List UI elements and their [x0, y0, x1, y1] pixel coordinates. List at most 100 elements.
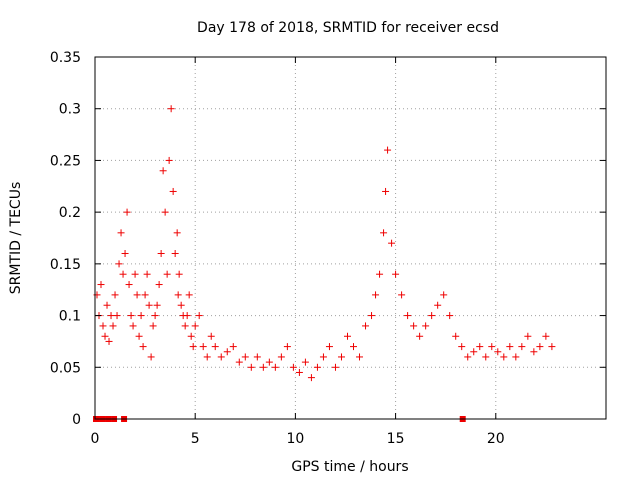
data-point [253, 353, 261, 361]
data-point [223, 348, 231, 356]
data-point [159, 167, 167, 175]
data-point [380, 229, 388, 237]
data-point [247, 363, 255, 371]
data-point [464, 353, 472, 361]
data-point [343, 332, 351, 340]
data-point [155, 281, 163, 289]
data-point [195, 312, 203, 320]
data-point [161, 208, 169, 216]
data-point [133, 291, 141, 299]
data-point [277, 353, 285, 361]
data-point [512, 353, 520, 361]
data-point [169, 187, 177, 195]
data-point [446, 312, 454, 320]
data-point [101, 332, 109, 340]
data-point [295, 368, 303, 376]
data-point [376, 270, 384, 278]
x-tick-label: 0 [91, 431, 100, 447]
y-tick-label: 0.3 [59, 102, 81, 118]
data-point [362, 322, 370, 330]
data-point [542, 332, 550, 340]
grid-lines [95, 57, 606, 419]
data-point [105, 337, 113, 345]
x-tick-label: 15 [387, 431, 405, 447]
data-point [135, 332, 143, 340]
chart-title: Day 178 of 2018, SRMTID for receiver ecs… [197, 20, 499, 36]
data-point [97, 281, 105, 289]
data-point [384, 146, 392, 154]
data-point [313, 363, 321, 371]
data-point [121, 250, 129, 258]
data-point [392, 270, 400, 278]
data-point [372, 291, 380, 299]
data-point [331, 363, 339, 371]
data-point [207, 332, 215, 340]
data-point [416, 332, 424, 340]
data-point [137, 312, 145, 320]
data-point [271, 363, 279, 371]
data-point [241, 353, 249, 361]
data-point [382, 187, 390, 195]
data-point [229, 343, 237, 351]
data-point [536, 343, 544, 351]
data-point [476, 343, 484, 351]
x-tick-label: 10 [286, 431, 304, 447]
data-point [177, 301, 185, 309]
data-point [183, 312, 191, 320]
data-point [167, 105, 175, 113]
data-point [422, 322, 430, 330]
data-point [203, 353, 211, 361]
data-point [452, 332, 460, 340]
data-point [482, 353, 490, 361]
data-point [165, 156, 173, 164]
data-point [191, 322, 199, 330]
data-point [115, 260, 123, 268]
data-point [488, 343, 496, 351]
data-point [404, 312, 412, 320]
data-point [157, 250, 165, 258]
y-tick-label: 0.25 [50, 153, 81, 169]
data-point [163, 270, 171, 278]
data-point [319, 353, 327, 361]
y-tick-label: 0.05 [50, 360, 81, 376]
data-point [107, 312, 115, 320]
data-point [350, 343, 358, 351]
data-point [171, 250, 179, 258]
data-point [143, 270, 151, 278]
data-point [141, 291, 149, 299]
data-point [301, 358, 309, 366]
data-point [506, 343, 514, 351]
data-point [500, 353, 508, 361]
y-tick-label: 0.35 [50, 50, 81, 66]
data-point [458, 343, 466, 351]
data-point [211, 343, 219, 351]
y-axis-label: SRMTID / TECUs [8, 182, 24, 295]
x-axis-label: GPS time / hours [291, 459, 408, 475]
data-point [494, 348, 502, 356]
y-axis: 0 0.05 0.1 0.15 0.2 0.25 0.3 0.35 [50, 50, 606, 428]
data-point [139, 343, 147, 351]
data-point [187, 332, 195, 340]
x-tick-label: 20 [487, 431, 505, 447]
y-tick-label: 0.15 [50, 257, 81, 273]
data-point [117, 229, 125, 237]
data-point [235, 358, 243, 366]
data-point [325, 343, 333, 351]
data-point [428, 312, 436, 320]
data-point [388, 239, 396, 247]
data-point [153, 301, 161, 309]
data-point [145, 301, 153, 309]
data-point [217, 353, 225, 361]
data-point [265, 358, 273, 366]
data-point [524, 332, 532, 340]
data-point [398, 291, 406, 299]
data-point [175, 270, 183, 278]
data-point [109, 322, 117, 330]
data-point [113, 312, 121, 320]
data-point [127, 312, 135, 320]
data-points [93, 105, 556, 382]
data-point [99, 322, 107, 330]
data-point [283, 343, 291, 351]
data-point [368, 312, 376, 320]
data-point [131, 270, 139, 278]
